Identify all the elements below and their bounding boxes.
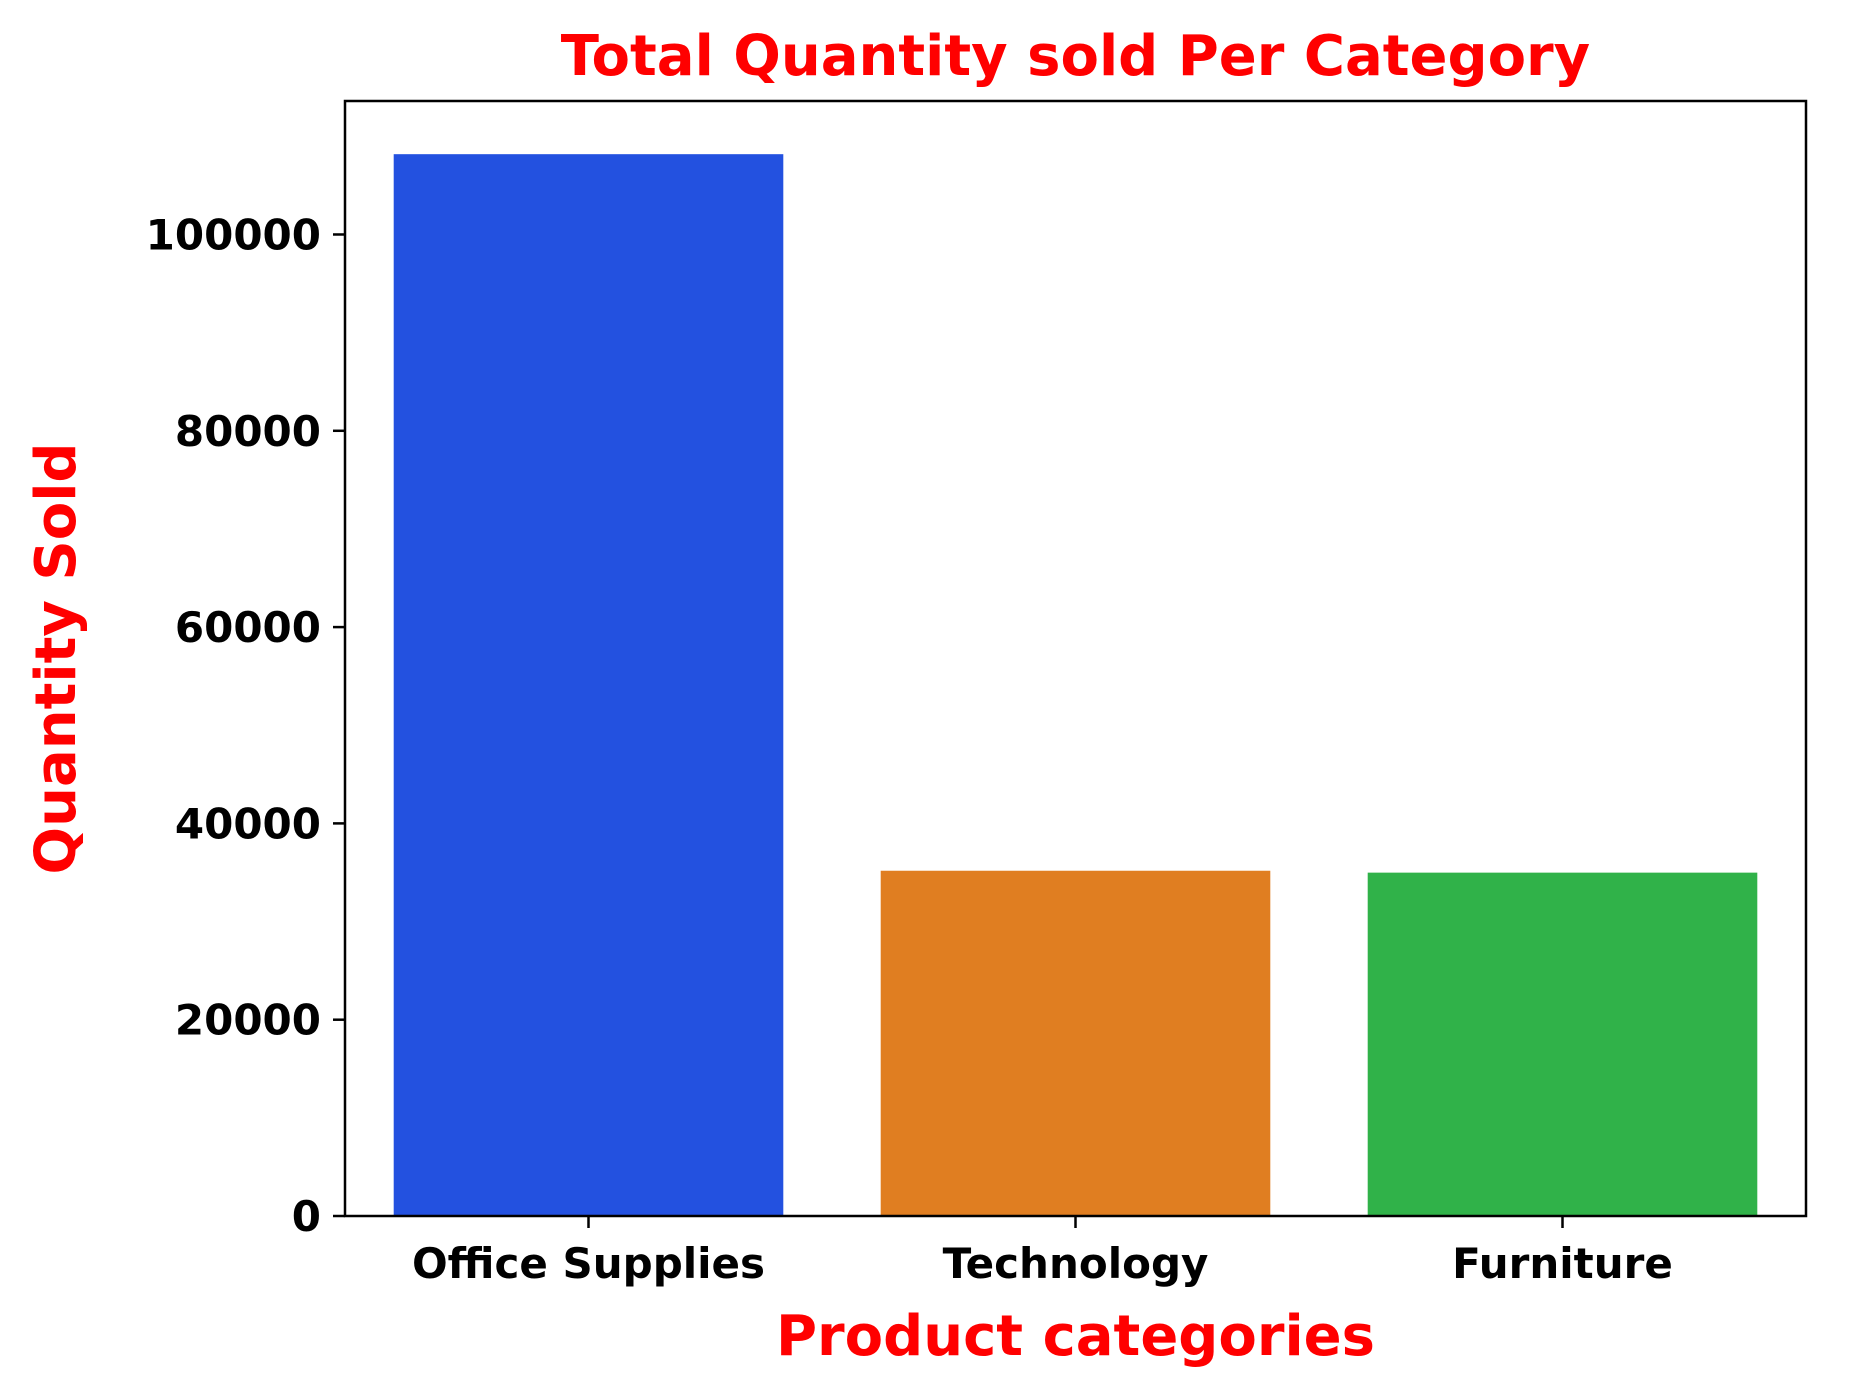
y-tick-label: 0: [292, 1192, 321, 1241]
x-tick-label: Furniture: [1452, 1239, 1673, 1288]
y-tick-label: 100000: [146, 210, 321, 259]
y-tick-label: 40000: [175, 799, 321, 848]
bar-technology: [880, 870, 1271, 1216]
y-tick-label: 60000: [175, 603, 321, 652]
y-axis-label: Quantity Sold: [24, 443, 89, 875]
ticks-layer: Office Supplies Technology Furniture 0 20000…: [146, 210, 1673, 1288]
x-axis-label: Product categories: [776, 1304, 1375, 1369]
bar-office-supplies: [393, 154, 784, 1216]
bars-layer: [393, 154, 1758, 1216]
y-tick-label: 20000: [175, 996, 321, 1045]
x-tick-label: Office Supplies: [412, 1239, 765, 1288]
y-tick-label: 80000: [175, 407, 321, 456]
chart-title: Total Quantity sold Per Category: [561, 24, 1590, 89]
plot-frame: [343, 99, 1808, 1218]
bar-furniture: [1367, 872, 1758, 1216]
x-tick-label: Technology: [943, 1239, 1209, 1288]
